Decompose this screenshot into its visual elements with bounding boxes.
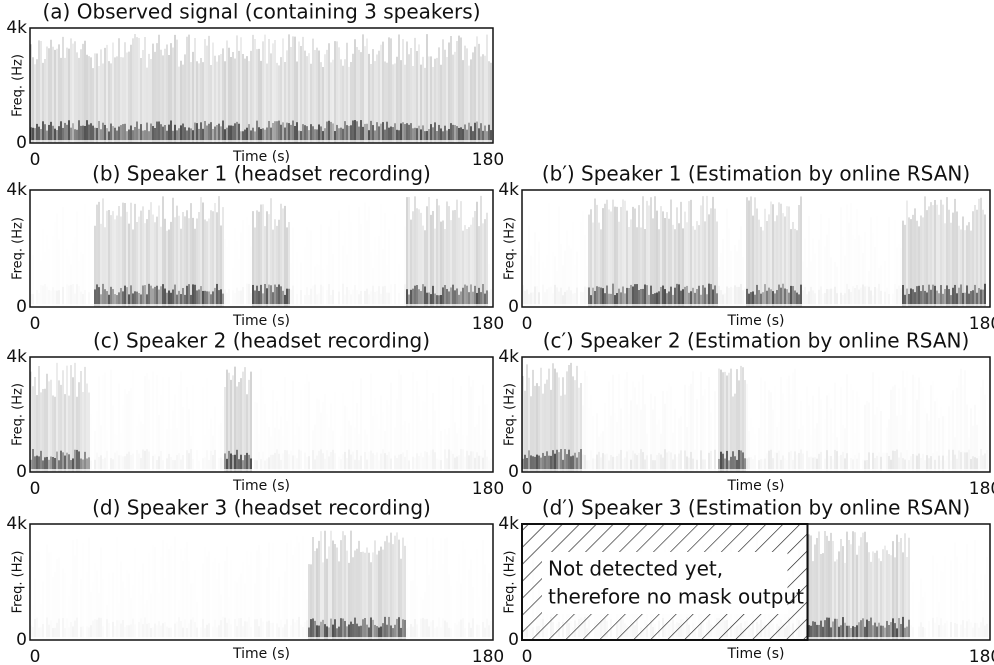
panel-title: (d) Speaker 3 (headset recording) (92, 496, 431, 520)
x-tick-label: 180 (472, 150, 504, 170)
plot-frame (29, 189, 494, 308)
x-tick-label: 180 (472, 479, 504, 499)
y-tick-label: 0 (508, 297, 519, 317)
y-tick-label: 0 (16, 630, 27, 650)
x-tick-label: 180 (472, 314, 504, 334)
y-axis-label: Freq. (Hz) (11, 217, 26, 280)
y-tick-label: 4k (498, 180, 519, 200)
x-tick-label: 0 (30, 479, 41, 499)
x-tick-label: 180 (969, 479, 994, 499)
spectrogram-panel: (d) Speaker 3 (headset recording) 4k 0 Freq… (6, 496, 504, 665)
plot-area (522, 190, 990, 307)
panel-title: (b) Speaker 1 (headset recording) (92, 162, 431, 186)
plot-area (30, 524, 493, 640)
x-axis-label: Time (s) (727, 313, 785, 329)
x-axis-label: Time (s) (727, 478, 785, 494)
y-tick-label: 4k (6, 18, 27, 38)
spectrogram-panel: (a) Observed signal (containing 3 speake… (6, 0, 504, 170)
y-tick-label: 4k (6, 347, 27, 367)
x-tick-label: 180 (969, 647, 994, 665)
spectrogram-panel: (b) Speaker 1 (headset recording) 4k 0 Freq… (6, 162, 504, 335)
x-axis-label: Time (s) (232, 313, 290, 329)
plot-frame (521, 523, 991, 641)
panel-title: (d′) Speaker 3 (Estimation by online RSA… (542, 496, 970, 520)
y-tick-label: 4k (6, 514, 27, 534)
spectrogram-panel: (b′) Speaker 1 (Estimation by online RSA… (498, 162, 994, 335)
annotation-box (542, 552, 788, 614)
x-axis-label: Time (s) (232, 646, 290, 662)
x-tick-label: 0 (522, 479, 533, 499)
spectrogram-panel: (d′) Speaker 3 (Estimation by online RSA… (498, 496, 994, 665)
x-axis-label: Time (s) (232, 478, 290, 494)
x-axis-label: Time (s) (232, 149, 290, 165)
plot-frame (29, 27, 494, 144)
y-tick-label: 0 (16, 133, 27, 153)
y-axis-label: Freq. (Hz) (503, 217, 518, 280)
y-axis-label: Freq. (Hz) (503, 383, 518, 446)
y-axis-label: Freq. (Hz) (503, 551, 518, 614)
y-axis-label: Freq. (Hz) (11, 551, 26, 614)
x-tick-label: 0 (30, 150, 41, 170)
panel-title: (a) Observed signal (containing 3 speake… (42, 0, 480, 24)
y-tick-label: 0 (508, 462, 519, 482)
plot-area (30, 28, 493, 143)
y-axis-label: Freq. (Hz) (11, 54, 26, 117)
y-tick-label: 4k (498, 347, 519, 367)
y-axis-label: Freq. (Hz) (11, 383, 26, 446)
x-tick-label: 180 (472, 647, 504, 665)
x-tick-label: 180 (969, 314, 994, 334)
spectrogram-panel: (c) Speaker 2 (headset recording) 4k 0 Freq… (6, 329, 504, 500)
panel-title: (c) Speaker 2 (headset recording) (93, 329, 430, 353)
plot-frame (29, 523, 494, 641)
y-tick-label: 4k (6, 180, 27, 200)
x-tick-label: 0 (522, 314, 533, 334)
y-tick-label: 0 (16, 297, 27, 317)
x-axis-label: Time (s) (727, 646, 785, 662)
y-tick-label: 4k (498, 514, 519, 534)
spectrogram-panel: (c′) Speaker 2 (Estimation by online RSA… (498, 329, 994, 500)
plot-area (522, 357, 990, 472)
annotation: therefore no mask output (548, 585, 804, 609)
x-tick-label: 0 (30, 647, 41, 665)
x-tick-label: 0 (30, 314, 41, 334)
x-tick-label: 0 (522, 647, 533, 665)
y-tick-label: 0 (16, 462, 27, 482)
panel-title: (c′) Speaker 2 (Estimation by online RSA… (543, 329, 970, 353)
y-tick-label: 0 (508, 630, 519, 650)
annotation: Not detected yet, (548, 557, 723, 581)
plot-area (30, 357, 493, 472)
plot-frame (29, 356, 494, 473)
plot-frame (521, 356, 991, 473)
panel-title: (b′) Speaker 1 (Estimation by online RSA… (542, 162, 970, 186)
plot-frame (521, 189, 991, 308)
